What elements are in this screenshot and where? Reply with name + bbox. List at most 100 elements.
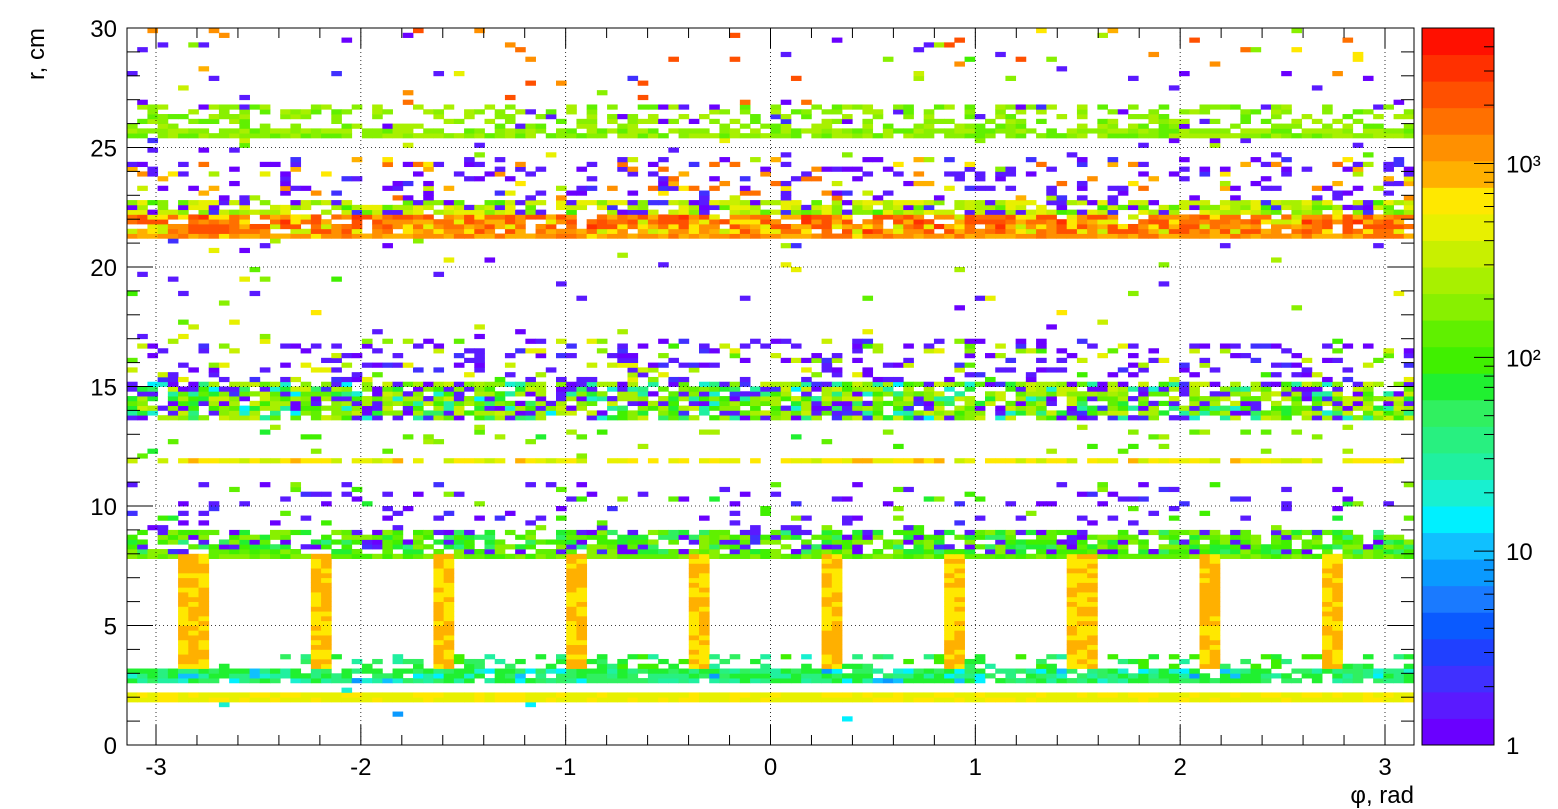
heatmap-cell xyxy=(1209,553,1221,559)
heatmap-cell xyxy=(1260,204,1272,211)
heatmap-cell xyxy=(842,152,853,158)
heatmap-cell xyxy=(1148,133,1160,139)
heatmap-cell xyxy=(1128,353,1139,359)
heatmap-cell xyxy=(995,171,1006,177)
heatmap-cell xyxy=(218,400,230,407)
heatmap-cell xyxy=(1199,630,1211,636)
heatmap-cell xyxy=(1076,405,1088,411)
heatmap-cell xyxy=(249,228,261,234)
heatmap-cell xyxy=(1230,133,1241,139)
heatmap-cell xyxy=(1158,223,1170,230)
heatmap-cell xyxy=(821,635,833,641)
heatmap-cell xyxy=(413,400,424,407)
heatmap-cell xyxy=(1097,319,1108,325)
heatmap-cell xyxy=(392,673,404,679)
heatmap-cell xyxy=(688,386,700,392)
heatmap-cell xyxy=(1076,338,1088,344)
heatmap-cell xyxy=(464,549,475,555)
heatmap-cell xyxy=(1168,549,1180,555)
heatmap-cell xyxy=(484,553,496,559)
heatmap-cell xyxy=(525,391,536,397)
heatmap-cell xyxy=(1393,209,1405,215)
heatmap-cell xyxy=(1260,668,1272,674)
heatmap-cell xyxy=(801,228,812,234)
heatmap-cell xyxy=(1199,678,1211,684)
heatmap-cell xyxy=(760,553,771,559)
heatmap-cell xyxy=(331,697,342,703)
heatmap-cell xyxy=(586,415,598,421)
heatmap-cell xyxy=(1250,219,1262,225)
heatmap-cell xyxy=(862,204,874,211)
heatmap-cell xyxy=(249,534,261,540)
heatmap-cell xyxy=(913,553,925,559)
heatmap-cell xyxy=(331,200,342,206)
heatmap-cell xyxy=(596,228,608,234)
heatmap-cell xyxy=(1209,558,1221,564)
heatmap-cell xyxy=(198,678,210,684)
heatmap-cell xyxy=(1015,233,1027,239)
heatmap-cell xyxy=(627,678,639,684)
heatmap-cell xyxy=(790,233,802,239)
heatmap-cell xyxy=(974,381,986,387)
heatmap-cell xyxy=(1403,233,1415,239)
heatmap-cell xyxy=(1230,668,1241,674)
heatmap-cell xyxy=(709,348,720,354)
heatmap-cell xyxy=(831,357,843,363)
heatmap-cell xyxy=(1087,654,1098,660)
heatmap-cell xyxy=(1383,697,1394,703)
heatmap-cell xyxy=(361,544,373,550)
heatmap-cell xyxy=(453,553,465,559)
heatmap-cell xyxy=(831,209,843,215)
heatmap-cell xyxy=(147,118,159,124)
heatmap-cell xyxy=(137,415,148,421)
heatmap-cell xyxy=(535,123,547,129)
heatmap-cell xyxy=(504,510,516,516)
heatmap-cell xyxy=(1199,635,1211,641)
heatmap-cell xyxy=(821,692,833,698)
heatmap-cell xyxy=(453,386,465,392)
heatmap-cell xyxy=(964,534,976,540)
heatmap-cell xyxy=(576,658,588,665)
heatmap-cell xyxy=(1342,114,1354,120)
heatmap-cell xyxy=(137,544,148,550)
heatmap-cell xyxy=(882,214,894,220)
heatmap-cell xyxy=(1005,534,1017,540)
heatmap-cell xyxy=(596,204,608,211)
heatmap-cell xyxy=(321,563,332,569)
heatmap-cell xyxy=(453,200,465,206)
heatmap-cell xyxy=(433,572,445,579)
heatmap-cell xyxy=(382,133,393,139)
heatmap-cell xyxy=(433,233,445,239)
heatmap-cell xyxy=(1076,697,1088,703)
heatmap-cell xyxy=(1148,223,1160,230)
heatmap-cell xyxy=(1138,128,1149,134)
heatmap-cell xyxy=(290,678,302,684)
heatmap-cell xyxy=(1271,673,1282,679)
heatmap-cell xyxy=(1076,539,1088,545)
heatmap-cell xyxy=(821,405,833,411)
heatmap-cell xyxy=(188,544,199,550)
heatmap-cell xyxy=(637,386,649,392)
heatmap-cell xyxy=(699,114,710,120)
heatmap-cell xyxy=(913,525,925,531)
heatmap-cell xyxy=(525,678,536,684)
heatmap-cell xyxy=(709,214,720,220)
heatmap-cell xyxy=(218,544,230,550)
heatmap-cell xyxy=(239,415,250,421)
heatmap-cell xyxy=(167,228,179,234)
heatmap-cell xyxy=(1066,415,1078,421)
heatmap-cell xyxy=(1373,123,1384,129)
heatmap-cell xyxy=(402,697,414,703)
heatmap-cell xyxy=(729,668,741,674)
heatmap-cell xyxy=(1352,544,1364,550)
heatmap-cell xyxy=(300,553,312,559)
heatmap-cell xyxy=(1209,654,1221,660)
heatmap-cell xyxy=(729,520,741,526)
heatmap-cell xyxy=(413,209,424,215)
heatmap-cell xyxy=(739,415,751,421)
heatmap-cell xyxy=(361,362,373,368)
heatmap-cell xyxy=(1240,534,1251,540)
heatmap-cell xyxy=(790,515,802,521)
heatmap-cell xyxy=(556,654,567,660)
heatmap-cell xyxy=(1128,228,1139,234)
